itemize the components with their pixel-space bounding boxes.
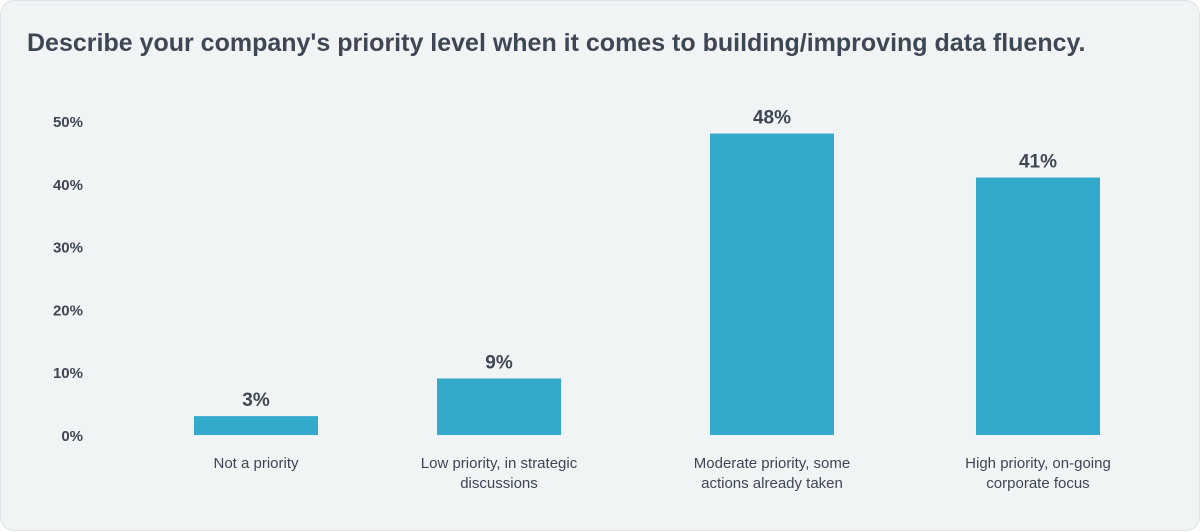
data-label: 9% (485, 352, 513, 373)
y-tick-label: 30% (53, 240, 83, 257)
category-label-line: actions already taken (701, 475, 843, 492)
category-label-line: Low priority, in strategic (421, 455, 578, 472)
chart-title: Describe your company's priority level w… (27, 29, 1086, 57)
bar (437, 378, 561, 435)
bar (710, 133, 834, 435)
y-tick-label: 20% (53, 302, 83, 319)
y-tick-label: 0% (61, 428, 83, 445)
data-label: 48% (753, 108, 791, 129)
category-label: High priority, on-going corporate focus (965, 455, 1111, 492)
category-label-line: Moderate priority, some (694, 455, 850, 472)
bar (976, 177, 1100, 435)
y-tick-label: 40% (53, 177, 83, 194)
data-label: 41% (1019, 152, 1057, 173)
data-label: 3% (242, 390, 270, 411)
category-label: Not a priority (213, 455, 299, 472)
category-label-line: corporate focus (986, 475, 1089, 492)
category-label: Moderate priority, some actions already t… (694, 455, 850, 492)
category-label-line: High priority, on-going (965, 455, 1111, 472)
y-tick-label: 10% (53, 365, 83, 382)
category-label: Low priority, in strategic discussions (421, 455, 578, 492)
y-tick-label: 50% (53, 114, 83, 131)
category-label-line: discussions (460, 475, 538, 492)
bar (194, 416, 318, 435)
category-label-line: Not a priority (213, 455, 299, 472)
